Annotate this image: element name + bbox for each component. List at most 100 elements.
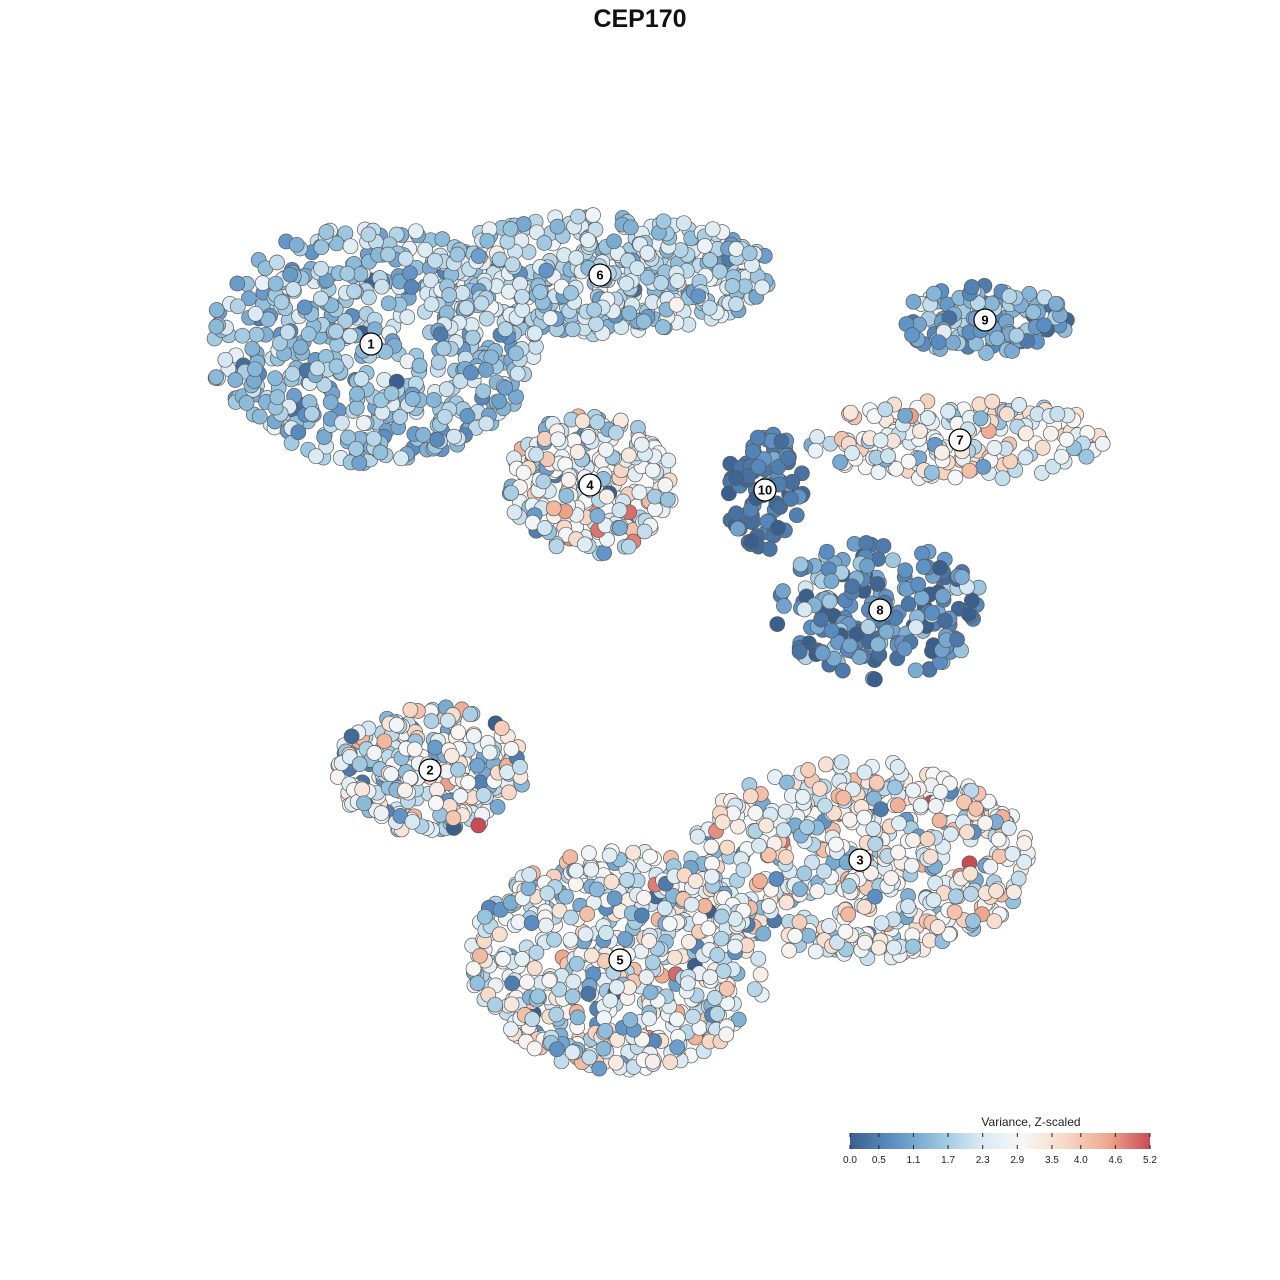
data-point xyxy=(526,960,543,976)
data-point xyxy=(313,290,329,307)
data-point xyxy=(821,593,838,610)
data-point xyxy=(282,266,299,283)
data-point xyxy=(1016,854,1033,870)
data-point xyxy=(539,885,556,902)
data-point xyxy=(567,876,584,892)
data-point xyxy=(964,592,980,609)
data-point xyxy=(477,908,493,925)
data-point xyxy=(380,295,397,312)
data-point xyxy=(791,643,808,660)
data-point xyxy=(791,914,808,930)
data-point xyxy=(959,824,975,841)
data-point xyxy=(622,1012,639,1028)
data-point xyxy=(581,845,597,861)
data-point xyxy=(730,520,746,537)
data-point xyxy=(528,944,545,961)
data-point xyxy=(986,913,1003,930)
data-point xyxy=(438,381,455,397)
data-point xyxy=(478,310,495,327)
data-point xyxy=(696,898,713,914)
data-point xyxy=(869,576,886,592)
data-point xyxy=(441,287,458,303)
data-point xyxy=(538,917,554,934)
data-point xyxy=(423,296,440,313)
data-point xyxy=(877,401,894,418)
data-point xyxy=(702,969,719,985)
data-point xyxy=(503,1021,519,1038)
data-point xyxy=(870,939,887,956)
data-point xyxy=(653,275,669,291)
data-point xyxy=(866,671,883,688)
data-point xyxy=(730,1011,747,1028)
data-point xyxy=(1008,327,1025,344)
data-point xyxy=(776,598,792,614)
data-point xyxy=(316,377,333,393)
cluster-label-text: 1 xyxy=(367,337,374,352)
data-point xyxy=(422,272,439,289)
data-point xyxy=(514,951,530,967)
data-point xyxy=(417,241,434,258)
data-point xyxy=(968,800,984,817)
data-point xyxy=(685,1008,701,1025)
data-point xyxy=(399,309,416,325)
data-point xyxy=(541,972,558,989)
data-point xyxy=(564,321,581,338)
data-point xyxy=(620,538,637,555)
data-point xyxy=(469,757,486,774)
data-point xyxy=(463,364,479,381)
data-point xyxy=(251,408,268,425)
data-point xyxy=(542,310,559,326)
data-point xyxy=(1006,884,1022,900)
data-point xyxy=(833,754,850,771)
data-point xyxy=(978,345,995,361)
data-point xyxy=(241,290,257,307)
data-point xyxy=(977,815,994,831)
data-point xyxy=(718,1026,735,1043)
data-point xyxy=(851,649,868,665)
data-point xyxy=(636,889,652,906)
data-point xyxy=(383,766,399,782)
data-point xyxy=(775,583,791,599)
data-point xyxy=(932,784,949,800)
data-point xyxy=(655,213,672,230)
data-point xyxy=(656,900,673,917)
data-point xyxy=(787,928,803,944)
data-point xyxy=(342,238,359,255)
data-point xyxy=(279,324,296,341)
data-point xyxy=(514,288,530,305)
data-point xyxy=(244,340,261,357)
data-point xyxy=(900,453,917,470)
data-point xyxy=(588,316,604,332)
data-point xyxy=(769,616,786,632)
data-point xyxy=(923,464,940,481)
data-point xyxy=(644,462,661,479)
data-point xyxy=(309,360,326,377)
data-point xyxy=(621,305,638,322)
data-point xyxy=(328,323,344,340)
data-point xyxy=(860,619,877,635)
data-point xyxy=(669,1039,686,1056)
data-point xyxy=(1048,295,1064,312)
data-point xyxy=(526,1040,543,1057)
data-point xyxy=(780,450,797,467)
data-point xyxy=(660,452,677,469)
data-point xyxy=(800,927,817,944)
cluster-label-3: 3 xyxy=(848,848,872,872)
data-point xyxy=(919,410,936,426)
legend-tick-label: 1.7 xyxy=(941,1155,955,1166)
data-point xyxy=(269,389,286,406)
data-point xyxy=(528,446,545,463)
data-point xyxy=(445,810,462,826)
data-point xyxy=(308,448,324,465)
data-point xyxy=(423,713,440,729)
data-point xyxy=(963,886,979,902)
data-point xyxy=(372,444,389,461)
data-point xyxy=(503,484,519,501)
data-point xyxy=(491,926,508,943)
data-point xyxy=(339,265,356,282)
data-point xyxy=(781,942,797,959)
data-point xyxy=(662,1054,679,1070)
data-point xyxy=(889,759,906,775)
data-point xyxy=(564,1044,581,1061)
